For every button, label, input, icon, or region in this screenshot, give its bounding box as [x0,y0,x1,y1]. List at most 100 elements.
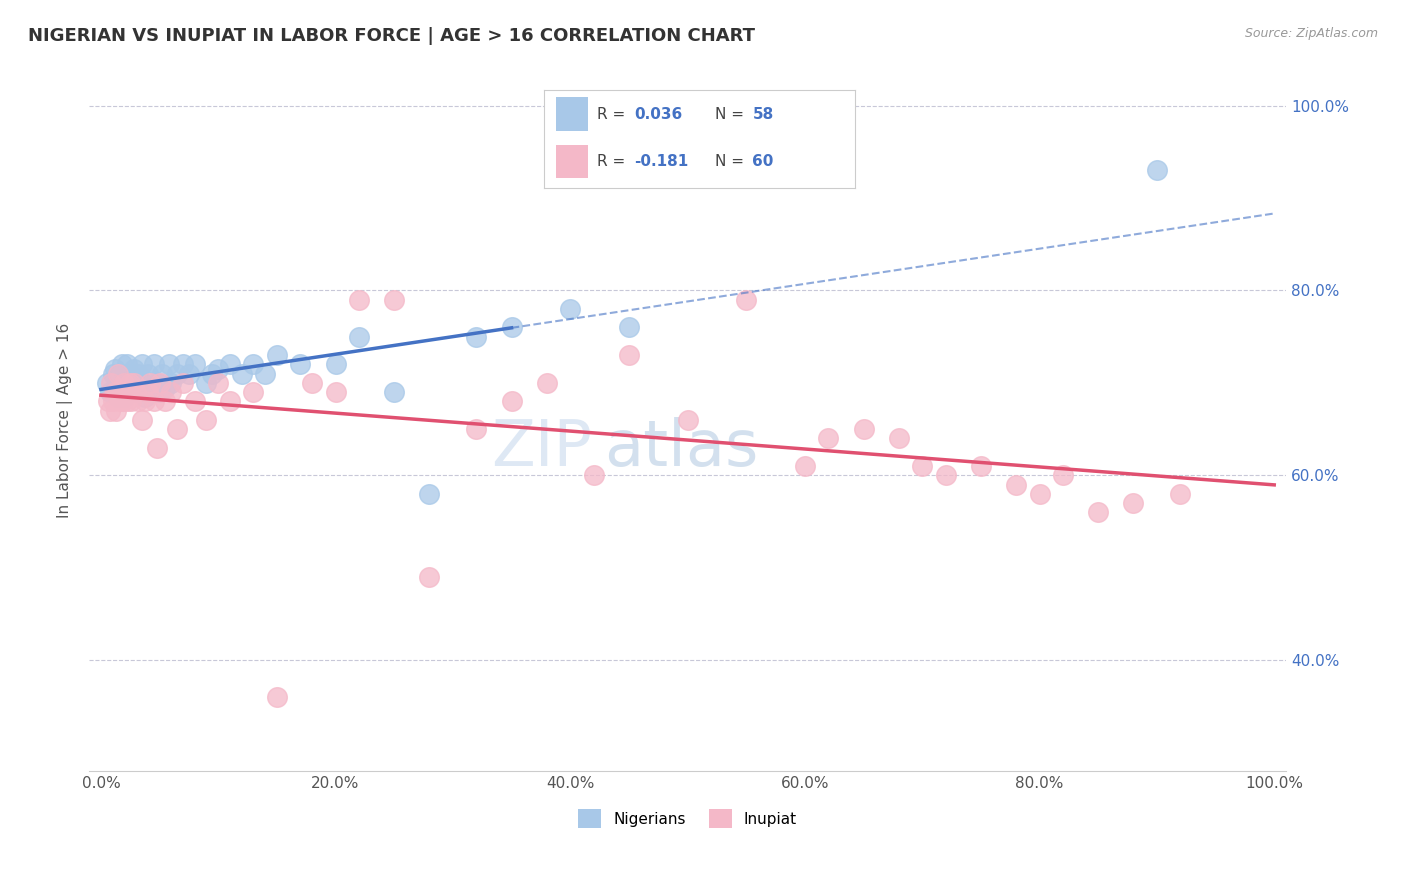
Point [120,380,142,394]
Point [501,394,523,409]
Point [131,358,153,372]
Point [242,385,264,400]
Point [150,367,173,381]
Point [101,367,124,381]
Point [134,390,156,404]
Point [166,422,188,436]
Point [127,394,149,409]
Point [536,376,558,390]
Point [120,367,142,381]
Point [501,320,523,334]
Point [101,394,124,409]
Point [139,376,162,390]
Point [111,385,134,400]
Point [301,376,323,390]
Point [852,422,875,436]
Point [325,358,347,372]
Point [122,362,145,376]
Point [120,394,142,409]
Point [266,348,288,362]
Point [160,385,183,400]
Point [382,385,405,400]
Point [207,376,229,390]
Point [418,570,440,584]
Point [155,394,177,409]
Point [617,320,640,334]
Point [105,376,128,390]
Point [146,441,169,455]
Point [735,293,758,307]
Point [242,358,264,372]
Point [1005,477,1028,491]
Point [148,385,170,400]
Point [172,376,194,390]
Point [231,367,253,381]
Point [1146,163,1168,178]
Point [98,403,121,417]
Point [195,413,218,427]
Point [887,432,910,446]
Point [104,362,127,376]
Point [136,367,159,381]
Text: NIGERIAN VS INUPIAT IN LABOR FORCE | AGE > 16 CORRELATION CHART: NIGERIAN VS INUPIAT IN LABOR FORCE | AGE… [28,27,755,45]
Point [1122,496,1144,510]
Point [582,468,605,483]
Point [1028,487,1050,501]
Point [125,385,148,400]
Point [112,394,135,409]
Point [117,376,139,390]
Point [177,367,200,381]
Point [1087,505,1109,519]
Point [128,380,150,394]
Point [139,380,162,394]
Point [107,367,129,381]
Point [125,376,148,390]
Point [155,380,177,394]
Point [418,487,440,501]
Point [117,385,139,400]
Point [121,371,143,385]
Point [1052,468,1074,483]
Point [1170,487,1192,501]
Point [134,394,156,409]
Point [110,380,132,394]
Text: atlas: atlas [603,417,758,479]
Point [142,394,165,409]
Point [142,358,165,372]
Point [676,413,699,427]
Point [166,367,188,381]
Point [127,385,149,400]
Point [465,422,488,436]
Point [105,403,128,417]
Point [114,371,136,385]
Text: Source: ZipAtlas.com: Source: ZipAtlas.com [1244,27,1378,40]
Point [207,362,229,376]
Point [219,394,242,409]
Text: ZIP: ZIP [491,417,592,479]
Point [96,376,118,390]
Point [148,376,170,390]
Point [112,376,135,390]
Point [347,293,370,307]
Point [970,459,993,474]
Point [201,367,224,381]
Point [290,358,312,372]
Point [184,394,207,409]
Point [131,413,153,427]
Point [107,390,129,404]
Point [157,358,180,372]
Point [115,358,138,372]
Point [172,358,194,372]
Point [104,385,127,400]
Point [560,301,582,316]
Point [817,432,839,446]
Point [465,329,488,343]
Point [111,358,134,372]
Point [112,390,135,404]
Point [100,376,122,390]
Point [132,376,155,390]
Point [97,394,120,409]
Point [120,376,142,390]
Point [120,385,142,400]
Y-axis label: In Labor Force | Age > 16: In Labor Force | Age > 16 [58,322,73,517]
